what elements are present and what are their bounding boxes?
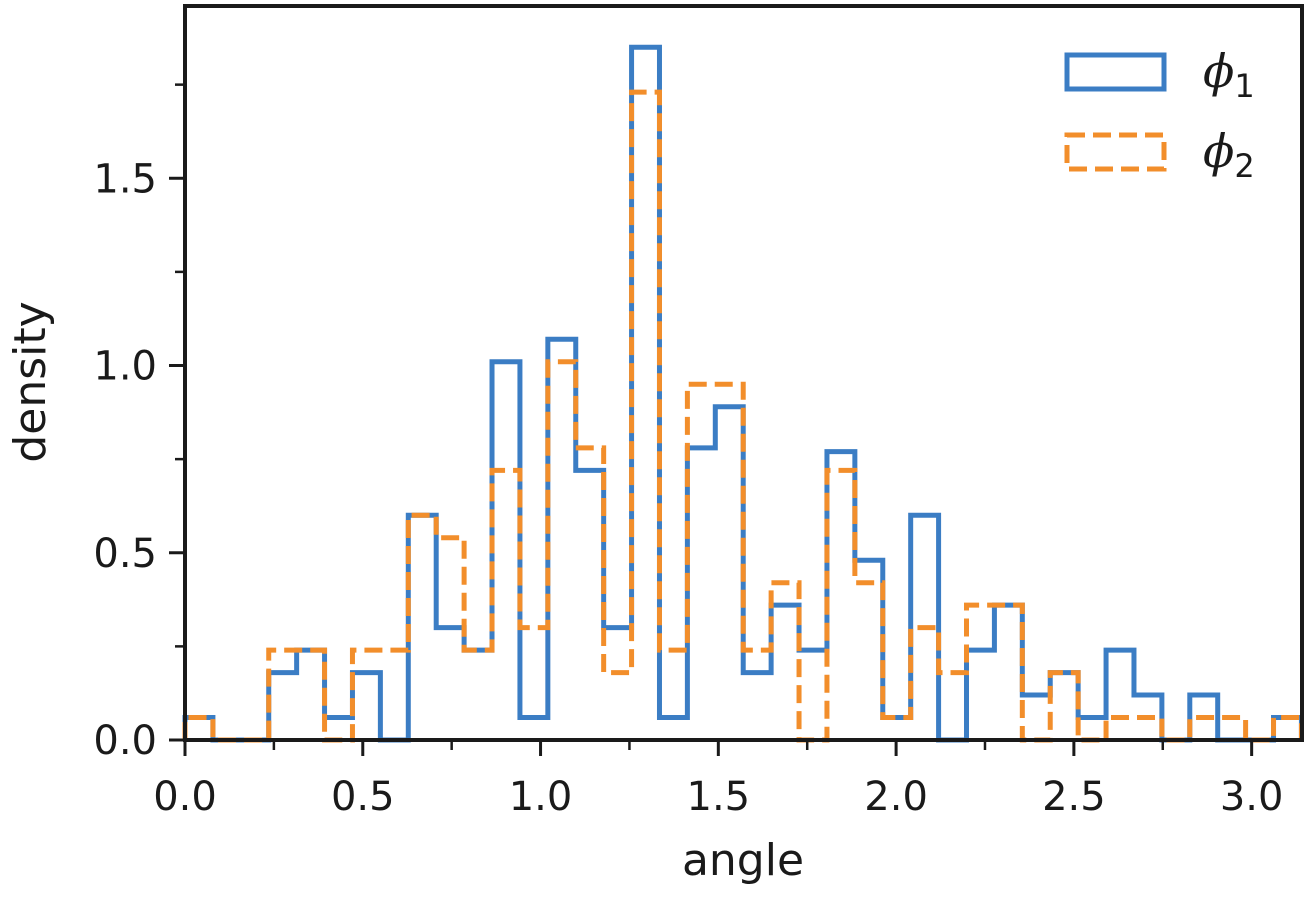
y-tick-label: 0.0 [93, 718, 157, 764]
x-tick-label: 2.5 [1042, 774, 1106, 820]
y-tick-label: 1.5 [93, 156, 157, 202]
y-tick-label: 1.0 [93, 344, 157, 390]
legend-label-2: ϕ2 [1203, 124, 1255, 185]
y-tick-label: 0.5 [93, 531, 157, 577]
plot-area [182, 44, 1304, 743]
histogram-series-2 [182, 89, 1304, 743]
legend-swatch-1 [1064, 52, 1167, 92]
axes: 0.0 0.5 1.0 1.5 2.0 2.5 3.0 0.0 0.5 1.0 1.5 [93, 4, 1304, 820]
y-axis-title: density [5, 301, 56, 462]
plot-frame [183, 4, 1304, 742]
x-tick-label: 1.0 [509, 774, 573, 820]
legend-swatch-2 [1064, 132, 1167, 172]
x-tick-label: 2.0 [864, 774, 928, 820]
x-tick-label: 0.0 [153, 774, 217, 820]
x-tick-label: 0.5 [331, 774, 395, 820]
legend-label-1: ϕ1 [1203, 44, 1255, 105]
x-tick-label: 1.5 [687, 774, 751, 820]
x-tick-label: 3.0 [1220, 774, 1284, 820]
x-axis-title: angle [682, 835, 804, 886]
